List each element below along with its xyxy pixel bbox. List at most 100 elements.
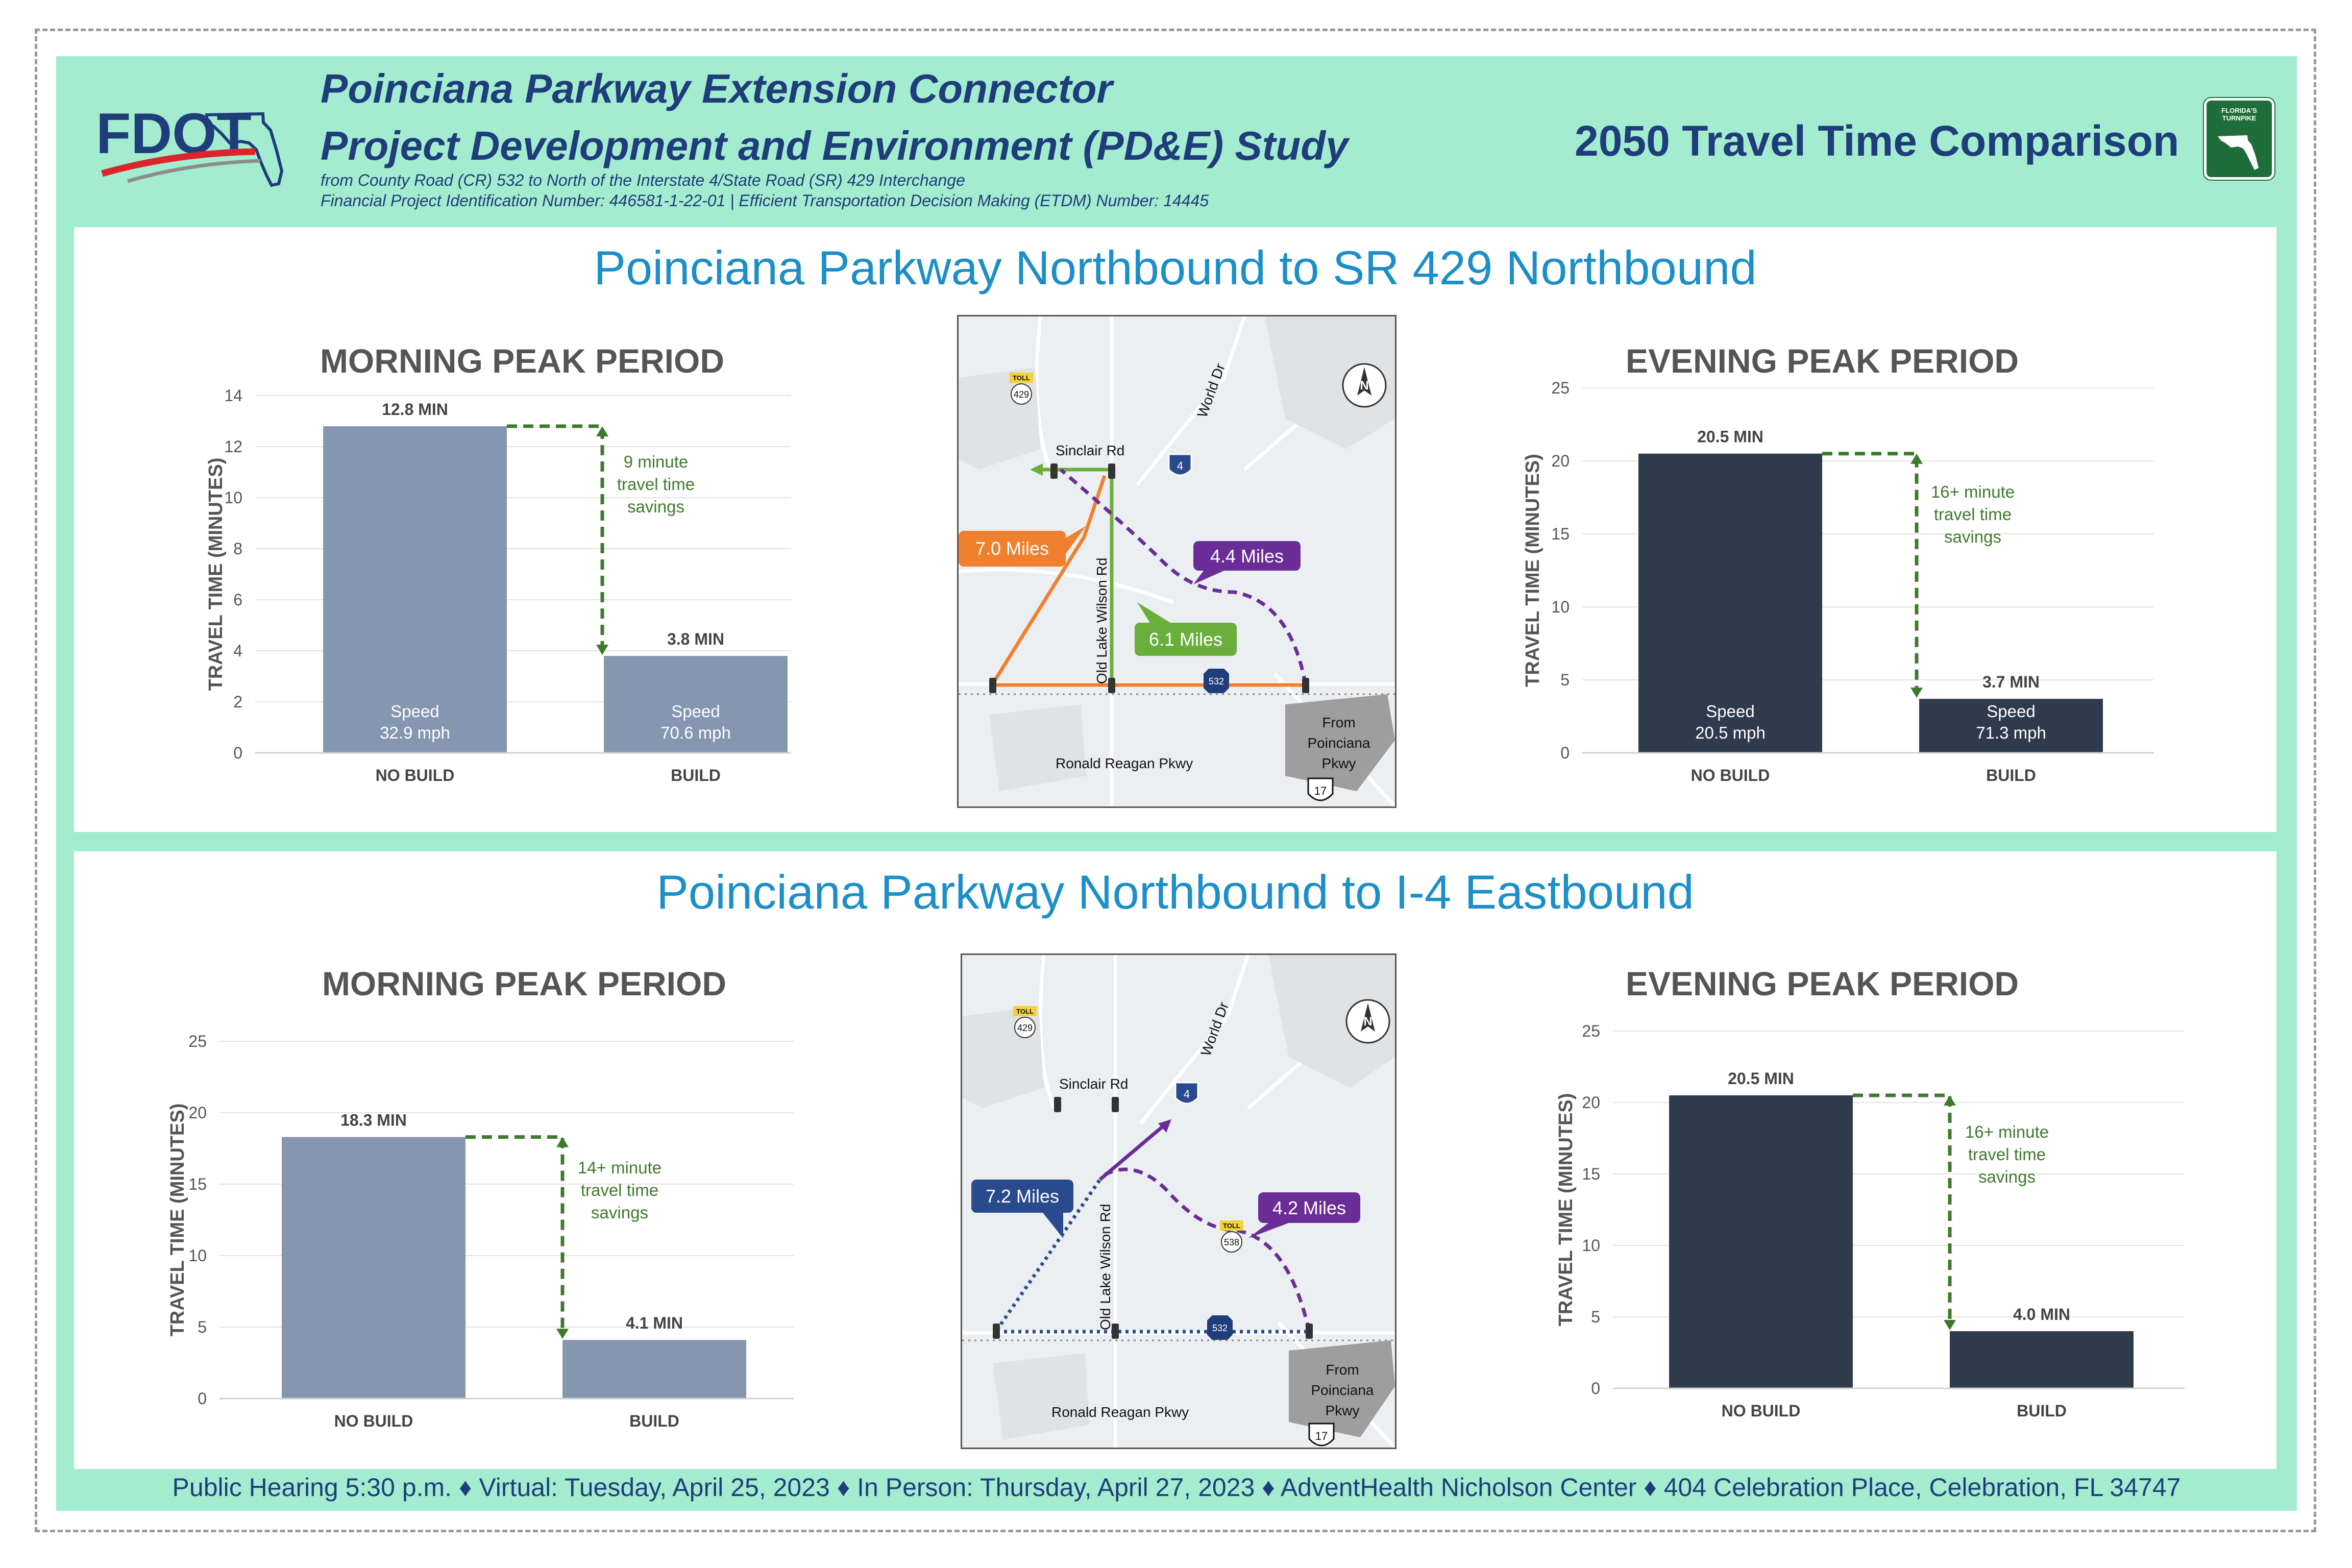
savings-arrowhead-top-icon (1944, 1095, 1956, 1106)
map-label-reagan: Ronald Reagan Pkwy (1051, 1404, 1189, 1420)
chart-morning-i4: MORNING PEAK PERIOD 0 5 10 15 20 25 TRAVEL TIME… (167, 965, 794, 1430)
y-tick-label: 14 (224, 386, 242, 405)
svg-text:N: N (1363, 1015, 1372, 1028)
map-label-sinclair: Sinclair Rd (1056, 443, 1124, 458)
chart-title: MORNING PEAK PERIOD (320, 342, 724, 380)
chart-morning-sr429: MORNING PEAK PERIOD 0 2 4 6 8 10 12 14 TRAVEL TIM… (205, 342, 791, 785)
sr429-shield-icon: TOLL 429 (1010, 373, 1033, 405)
category-label: NO BUILD (1722, 1402, 1801, 1420)
y-axis-label: TRAVEL TIME (MINUTES) (205, 458, 227, 691)
map-areas (959, 316, 1395, 791)
bar-build (1950, 1331, 2134, 1388)
category-label: BUILD (1986, 766, 2036, 785)
savings-text: savings (627, 497, 684, 516)
chart-evening-i4: EVENING PEAK PERIOD 0 5 10 15 20 25 TRAVEL TIME… (1555, 965, 2185, 1420)
route-purple-line (1104, 1167, 1311, 1332)
savings-arrowhead-icon (1944, 1320, 1956, 1330)
route-label-4-2: 4.2 Miles (1248, 1192, 1360, 1238)
route-label-text: 7.0 Miles (975, 538, 1049, 559)
turnpike-logo-text: FLORIDA'S TURNPIKE (2221, 107, 2257, 122)
savings-text: travel time (581, 1181, 658, 1199)
y-tick-label: 20 (188, 1104, 207, 1122)
route-label-7-2: 7.2 Miles (971, 1180, 1073, 1238)
y-tick-label: 10 (1582, 1236, 1600, 1255)
turnpike-logo: FLORIDA'S TURNPIKE (2204, 98, 2274, 180)
bar-no-build (282, 1137, 465, 1399)
savings-text: 16+ minute (1965, 1122, 2049, 1141)
bar-value-label: 3.8 MIN (667, 630, 724, 648)
traffic-signal-icons (989, 463, 1309, 693)
svg-text:17: 17 (1315, 1430, 1328, 1442)
route-label-7-0: 7.0 Miles (959, 526, 1086, 567)
footer-hearing-info: Public Hearing 5:30 p.m. ♦ Virtual: Tues… (172, 1473, 2181, 1502)
y-axis-label: TRAVEL TIME (MINUTES) (167, 1104, 188, 1337)
svg-text:Poinciana: Poinciana (1308, 735, 1370, 751)
savings-arrowhead-icon (1910, 688, 1923, 698)
y-tick-label: 5 (198, 1318, 207, 1336)
cr532-shield-icon: 532 (1204, 669, 1229, 693)
y-tick-label: 15 (1582, 1165, 1600, 1183)
bar-value-label: 12.8 MIN (382, 400, 448, 419)
dashed-border (35, 29, 2316, 1532)
y-tick-label: 10 (224, 488, 242, 507)
svg-text:Pkwy: Pkwy (1326, 1403, 1360, 1418)
savings-text: savings (591, 1203, 648, 1222)
bar-value-label: 3.7 MIN (1982, 673, 2040, 691)
y-tick-label: 15 (1551, 525, 1570, 543)
y-tick-label: 0 (198, 1389, 207, 1408)
y-tick-label: 5 (1591, 1308, 1600, 1326)
svg-text:Poinciana: Poinciana (1311, 1382, 1374, 1398)
svg-text:532: 532 (1212, 1323, 1228, 1333)
y-axis-label: TRAVEL TIME (MINUTES) (1522, 454, 1544, 687)
category-label: BUILD (671, 766, 721, 785)
savings-text: travel time (1934, 505, 2012, 524)
bar-speed-label: 71.3 mph (1976, 723, 2046, 742)
svg-text:TOLL: TOLL (1016, 1008, 1034, 1015)
turnpike-florida-icon (2218, 135, 2259, 170)
bar-speed-label: 20.5 mph (1695, 723, 1766, 742)
bar-speed-label: 70.6 mph (660, 723, 731, 742)
svg-text:TOLL: TOLL (1013, 374, 1030, 382)
section-1-title: Poinciana Parkway Northbound to SR 429 N… (594, 241, 1757, 295)
bar-value-label: 20.5 MIN (1728, 1069, 1794, 1088)
y-tick-label: 20 (1582, 1093, 1600, 1112)
route-orange-line (992, 475, 1107, 684)
map-label-old-lake-wilson: Old Lake Wilson Rd (1094, 558, 1110, 684)
y-tick-label: 12 (224, 437, 242, 456)
savings-dashed-arrow (1853, 1093, 1952, 1322)
category-label: NO BUILD (376, 766, 455, 785)
savings-text: travel time (1968, 1145, 2046, 1164)
sr429-shield-icon: TOLL 429 (1013, 1006, 1037, 1038)
route-label-4-4: 4.4 Miles (1193, 541, 1301, 584)
us17-shield-icon: 17 (1308, 1423, 1335, 1447)
savings-text: savings (1944, 527, 2001, 546)
route-blue-arrowhead (1158, 1119, 1171, 1133)
y-axis-label: TRAVEL TIME (MINUTES) (1555, 1093, 1577, 1327)
savings-text: 9 minute (624, 452, 689, 471)
bar-no-build (323, 426, 507, 753)
from-poinciana-arrow: From Poinciana Pkwy (1285, 694, 1395, 791)
savings-dashed-arrow (465, 1135, 565, 1331)
chart-title: EVENING PEAK PERIOD (1626, 965, 2019, 1002)
y-tick-label: 25 (1551, 379, 1570, 397)
florida-outline-icon (205, 112, 284, 187)
fdot-swoosh-gray (127, 159, 261, 183)
svg-text:From: From (1322, 715, 1355, 730)
bar-value-label: 4.1 MIN (626, 1314, 683, 1332)
y-tick-label: 20 (1551, 452, 1570, 470)
sr538-shield-icon: TOLL 538 (1220, 1220, 1243, 1253)
category-label: BUILD (629, 1412, 679, 1430)
svg-text:6.1 Miles: 6.1 Miles (1149, 629, 1222, 650)
savings-text: 16+ minute (1931, 482, 2015, 501)
savings-arrowhead-top-icon (556, 1137, 569, 1147)
bar-speed-label: 32.9 mph (380, 723, 450, 742)
bar-build (562, 1340, 746, 1399)
svg-text:7.2 Miles: 7.2 Miles (986, 1186, 1059, 1207)
savings-text: savings (1978, 1167, 2036, 1186)
chart-title: MORNING PEAK PERIOD (322, 965, 726, 1002)
bar-speed-label: Speed (671, 702, 720, 721)
svg-text:429: 429 (1017, 1023, 1033, 1033)
svg-text:N: N (1360, 379, 1368, 393)
category-label: NO BUILD (1691, 766, 1770, 785)
route-purple-line (1059, 468, 1308, 685)
